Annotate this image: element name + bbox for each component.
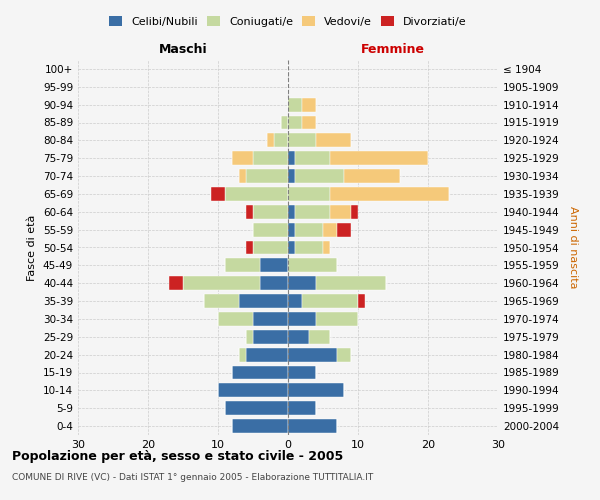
- Bar: [253, 205, 288, 219]
- Bar: [288, 276, 316, 290]
- Bar: [239, 169, 246, 183]
- Bar: [246, 205, 253, 219]
- Text: Popolazione per età, sesso e stato civile - 2005: Popolazione per età, sesso e stato civil…: [12, 450, 343, 463]
- Bar: [316, 134, 351, 147]
- Bar: [260, 276, 288, 290]
- Bar: [260, 258, 288, 272]
- Legend: Celibi/Nubili, Coniugati/e, Vedovi/e, Divorziati/e: Celibi/Nubili, Coniugati/e, Vedovi/e, Di…: [106, 13, 470, 30]
- Bar: [302, 98, 316, 112]
- Text: COMUNE DI RIVE (VC) - Dati ISTAT 1° gennaio 2005 - Elaborazione TUTTITALIA.IT: COMUNE DI RIVE (VC) - Dati ISTAT 1° genn…: [12, 472, 373, 482]
- Bar: [337, 348, 351, 362]
- Bar: [218, 312, 253, 326]
- Bar: [330, 187, 449, 201]
- Bar: [246, 348, 288, 362]
- Bar: [225, 187, 288, 201]
- Bar: [288, 169, 295, 183]
- Bar: [239, 294, 288, 308]
- Bar: [288, 98, 302, 112]
- Bar: [239, 348, 246, 362]
- Bar: [253, 330, 288, 344]
- Bar: [288, 187, 330, 201]
- Bar: [302, 294, 358, 308]
- Text: Maschi: Maschi: [158, 44, 208, 57]
- Bar: [288, 240, 295, 254]
- Bar: [344, 169, 400, 183]
- Bar: [183, 276, 260, 290]
- Bar: [253, 312, 288, 326]
- Bar: [232, 419, 288, 433]
- Bar: [351, 205, 358, 219]
- Bar: [330, 205, 351, 219]
- Bar: [288, 151, 295, 165]
- Bar: [323, 240, 330, 254]
- Bar: [302, 116, 316, 130]
- Bar: [323, 222, 337, 236]
- Bar: [316, 312, 358, 326]
- Bar: [288, 312, 316, 326]
- Bar: [225, 258, 260, 272]
- Bar: [288, 384, 344, 398]
- Y-axis label: Anni di nascita: Anni di nascita: [568, 206, 578, 289]
- Bar: [253, 240, 288, 254]
- Bar: [267, 134, 274, 147]
- Bar: [232, 366, 288, 380]
- Bar: [295, 151, 330, 165]
- Y-axis label: Fasce di età: Fasce di età: [28, 214, 37, 280]
- Bar: [169, 276, 183, 290]
- Bar: [295, 205, 330, 219]
- Bar: [288, 348, 337, 362]
- Bar: [288, 258, 337, 272]
- Bar: [274, 134, 288, 147]
- Bar: [246, 240, 253, 254]
- Bar: [288, 330, 309, 344]
- Bar: [295, 169, 344, 183]
- Bar: [288, 116, 302, 130]
- Bar: [253, 151, 288, 165]
- Bar: [204, 294, 239, 308]
- Bar: [288, 401, 316, 415]
- Bar: [246, 330, 253, 344]
- Bar: [225, 401, 288, 415]
- Bar: [281, 116, 288, 130]
- Text: Femmine: Femmine: [361, 44, 425, 57]
- Bar: [232, 151, 253, 165]
- Bar: [246, 169, 288, 183]
- Bar: [295, 222, 323, 236]
- Bar: [316, 276, 386, 290]
- Bar: [253, 222, 288, 236]
- Bar: [295, 240, 323, 254]
- Bar: [288, 419, 337, 433]
- Bar: [288, 294, 302, 308]
- Bar: [309, 330, 330, 344]
- Bar: [288, 222, 295, 236]
- Bar: [288, 366, 316, 380]
- Bar: [330, 151, 428, 165]
- Bar: [288, 134, 316, 147]
- Bar: [337, 222, 351, 236]
- Bar: [358, 294, 365, 308]
- Bar: [218, 384, 288, 398]
- Bar: [211, 187, 225, 201]
- Bar: [288, 205, 295, 219]
